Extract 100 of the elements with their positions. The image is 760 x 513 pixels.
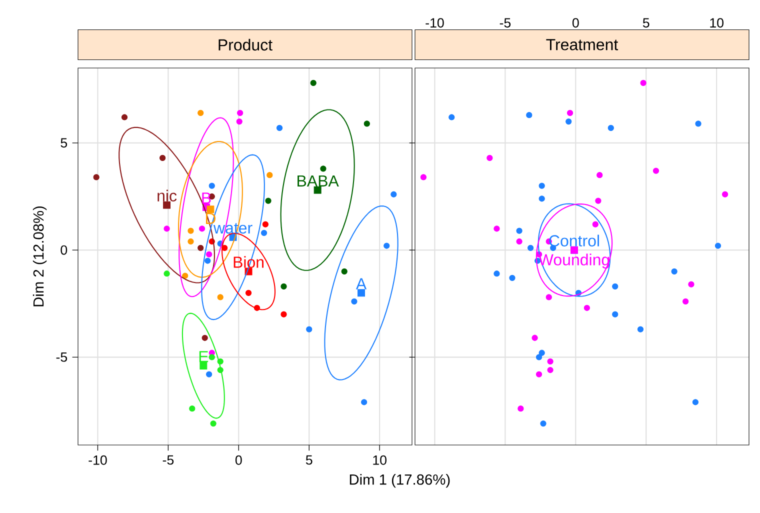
point xyxy=(306,326,312,332)
point xyxy=(262,221,269,228)
point xyxy=(189,406,196,412)
point xyxy=(595,198,602,204)
point xyxy=(538,182,545,189)
point xyxy=(547,358,554,365)
point xyxy=(547,366,554,374)
point xyxy=(448,114,455,120)
point xyxy=(384,242,390,249)
point xyxy=(637,326,644,332)
point xyxy=(516,228,522,234)
point xyxy=(566,118,572,125)
x-tick-label: 5 xyxy=(306,455,312,465)
x-tick-label: 10 xyxy=(373,455,386,465)
series-label: E xyxy=(199,351,208,362)
x-tick-label: 10 xyxy=(710,18,724,28)
point xyxy=(584,304,590,311)
y-tick-label: -5 xyxy=(56,352,68,362)
point xyxy=(204,258,211,264)
point xyxy=(695,120,702,127)
x-tick-label: -10 xyxy=(426,18,444,28)
point xyxy=(260,230,268,236)
point xyxy=(538,350,545,356)
x-tick-label: 0 xyxy=(235,455,242,465)
point xyxy=(188,238,194,245)
point xyxy=(612,311,618,318)
point xyxy=(93,174,100,180)
point xyxy=(486,154,493,162)
point xyxy=(351,298,358,305)
point xyxy=(341,268,348,275)
point xyxy=(592,221,598,228)
point xyxy=(208,182,215,189)
point xyxy=(364,120,370,127)
y-axis-title: Dim 2 (12.08%) xyxy=(32,206,47,306)
point xyxy=(538,196,545,202)
point xyxy=(208,354,215,360)
point xyxy=(494,226,500,232)
point xyxy=(509,274,516,281)
point xyxy=(361,399,368,406)
point xyxy=(692,399,699,406)
point xyxy=(536,354,542,360)
point xyxy=(280,283,287,290)
point xyxy=(280,311,287,318)
point xyxy=(121,114,128,120)
point xyxy=(608,124,614,132)
point xyxy=(236,118,242,125)
y-tick-label: 5 xyxy=(60,138,68,148)
point xyxy=(237,110,244,116)
series-label: A xyxy=(356,278,367,290)
y-tick-label: 0 xyxy=(60,245,68,255)
point xyxy=(671,268,678,275)
point xyxy=(265,198,272,204)
point xyxy=(420,174,427,180)
point xyxy=(164,226,170,232)
point xyxy=(320,166,326,172)
point xyxy=(198,226,206,232)
point xyxy=(532,334,538,341)
x-tick-label: 0 xyxy=(572,18,579,28)
point xyxy=(314,186,322,194)
point xyxy=(546,294,552,300)
point xyxy=(540,420,546,427)
point xyxy=(518,405,524,412)
point xyxy=(188,228,194,234)
chart-title: Treatment xyxy=(546,39,618,50)
point xyxy=(722,191,728,198)
point xyxy=(527,244,534,251)
point xyxy=(390,191,397,198)
x-tick-label: -5 xyxy=(500,18,511,28)
point xyxy=(202,334,208,341)
point xyxy=(217,294,224,300)
point xyxy=(198,244,204,251)
point xyxy=(206,206,214,214)
point xyxy=(640,80,646,86)
point xyxy=(310,80,316,86)
point xyxy=(516,238,522,245)
point xyxy=(163,201,171,209)
point xyxy=(358,289,366,297)
point xyxy=(494,270,500,277)
point xyxy=(652,168,660,174)
point xyxy=(682,298,689,305)
point xyxy=(566,110,574,116)
point xyxy=(536,371,542,378)
x-tick-label: 5 xyxy=(642,18,650,28)
chart-title: Product xyxy=(218,38,272,51)
point xyxy=(159,154,166,162)
point xyxy=(612,283,618,290)
point xyxy=(526,112,532,118)
series-label: BABA xyxy=(298,175,339,186)
series-label: B xyxy=(202,192,211,204)
point xyxy=(198,110,204,116)
point xyxy=(266,172,273,178)
point xyxy=(206,371,212,378)
x-axis-title: Dim 1 (17.86%) xyxy=(350,474,450,488)
point xyxy=(596,172,603,178)
point xyxy=(164,270,170,277)
series-label: nic xyxy=(158,190,177,202)
point xyxy=(206,251,212,258)
point xyxy=(245,290,252,296)
point xyxy=(182,272,188,279)
point xyxy=(688,281,694,288)
